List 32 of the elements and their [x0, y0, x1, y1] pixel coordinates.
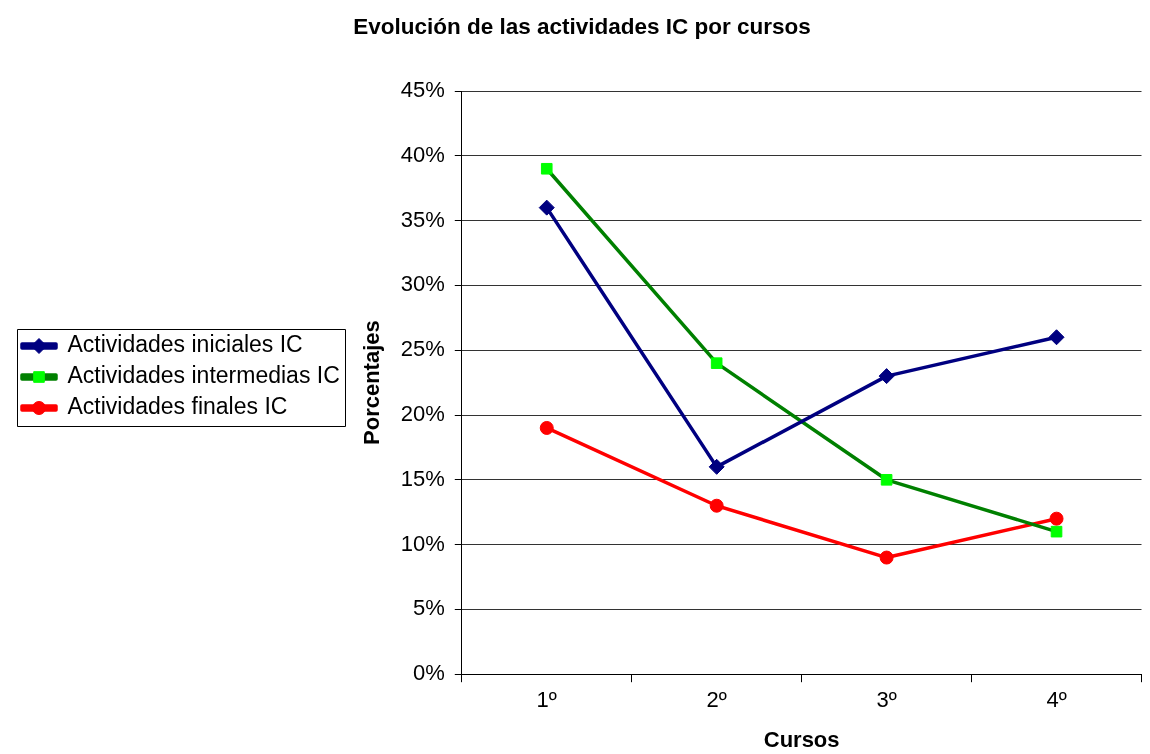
x-tick-label: 3º — [876, 687, 897, 713]
legend-label: Actividades iniciales IC — [67, 331, 303, 358]
point — [880, 474, 893, 486]
y-tick-label: 35% — [400, 206, 445, 232]
y-tick-label: 30% — [400, 271, 445, 297]
y-axis-title: Porcentajes — [359, 320, 385, 445]
y-tick-label: 40% — [400, 141, 445, 167]
point — [1048, 329, 1065, 346]
y-tick-label: 20% — [400, 401, 445, 427]
chart-title: Evolución de las actividades IC por cursos — [353, 13, 811, 39]
x-axis-title: Cursos — [763, 726, 840, 752]
x-tick-label: 2º — [706, 687, 727, 713]
y-tick-label: 15% — [400, 465, 445, 491]
y-tick-label: 25% — [400, 336, 445, 362]
y-tick-label: 5% — [412, 595, 445, 621]
point — [710, 357, 723, 369]
point — [878, 368, 895, 385]
x-tick-label: 1º — [536, 687, 557, 713]
point — [709, 498, 724, 513]
point — [1049, 511, 1064, 526]
point — [539, 420, 554, 435]
point — [540, 162, 553, 175]
point — [1050, 525, 1063, 538]
x-tick-label: 4º — [1046, 687, 1067, 713]
legend-label: Actividades intermedias IC — [67, 362, 340, 389]
point — [879, 550, 894, 565]
y-tick-label: 0% — [412, 660, 445, 686]
point — [708, 458, 725, 475]
y-tick-label: 45% — [400, 77, 445, 103]
y-tick-label: 10% — [400, 530, 445, 556]
point — [538, 199, 555, 216]
legend-label: Actividades finales IC — [67, 393, 288, 420]
